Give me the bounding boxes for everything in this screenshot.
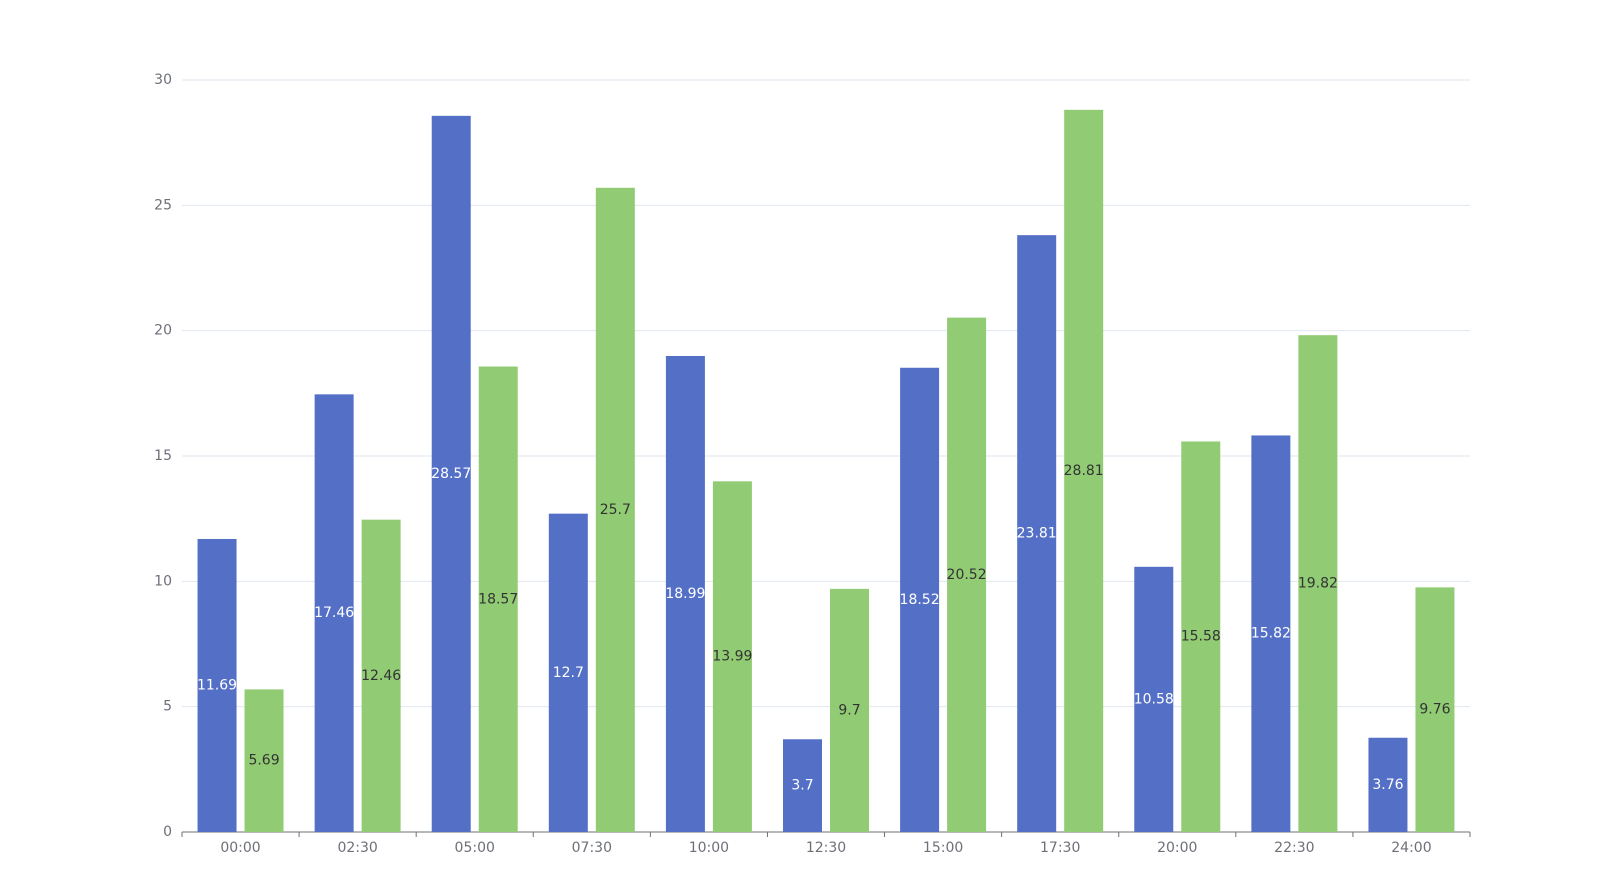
value-label: 17.46 [314,605,354,621]
x-tick-label: 10:00 [689,840,729,856]
value-label: 10.58 [1134,691,1174,707]
value-label: 20.52 [947,567,987,583]
value-label: 28.57 [431,466,471,482]
bar [1251,435,1291,832]
bar [1368,737,1408,832]
bar [361,519,401,832]
value-label: 18.57 [478,591,518,607]
x-tick-label: 15:00 [923,840,963,856]
bar [595,187,635,832]
value-label: 12.46 [361,668,401,684]
value-label: 13.99 [712,649,752,665]
value-label: 18.52 [900,592,940,608]
y-tick-label: 10 [154,573,172,589]
x-tick-label: 20:00 [1157,840,1197,856]
bar [1064,109,1104,832]
bar [830,588,869,832]
bar [1415,587,1455,832]
x-tick-label: 02:30 [337,840,377,856]
value-label: 11.69 [197,677,237,693]
value-label: 18.99 [665,586,705,602]
x-tick-label: 05:00 [455,840,495,856]
bar [712,481,752,832]
y-tick-label: 25 [154,197,172,213]
value-label: 15.58 [1181,629,1221,645]
value-label: 23.81 [1017,526,1057,542]
x-tick-label: 22:30 [1274,840,1314,856]
value-label: 3.7 [791,778,813,794]
y-tick-label: 5 [163,699,172,715]
value-label: 5.69 [248,753,279,769]
bar [947,317,987,833]
value-label: 15.82 [1251,626,1291,642]
x-tick-label: 17:30 [1040,840,1080,856]
value-label: 28.81 [1064,463,1104,479]
y-tick-label: 0 [163,824,172,840]
x-tick-label: 24:00 [1391,840,1431,856]
value-label: 9.7 [838,702,860,718]
value-label: 25.7 [600,502,631,518]
bar [665,355,705,832]
bar [197,538,237,832]
y-tick-label: 20 [154,323,172,339]
bar [431,115,471,832]
bar [900,367,940,832]
bar [548,513,588,832]
bar [783,739,822,832]
y-tick-label: 30 [154,72,172,88]
bar [1134,566,1174,832]
bar [244,689,284,832]
bar [478,366,518,832]
x-tick-label: 07:30 [572,840,612,856]
value-label: 9.76 [1419,702,1450,718]
value-label: 3.76 [1372,777,1403,793]
bar [1181,441,1221,832]
x-tick-label: 00:00 [220,840,260,856]
value-label: 19.82 [1298,576,1338,592]
bar [1298,335,1338,832]
bar [1017,235,1057,833]
y-tick-label: 15 [154,448,172,464]
bar [314,394,354,832]
x-tick-label: 12:30 [806,840,846,856]
value-label: 12.7 [553,665,584,681]
